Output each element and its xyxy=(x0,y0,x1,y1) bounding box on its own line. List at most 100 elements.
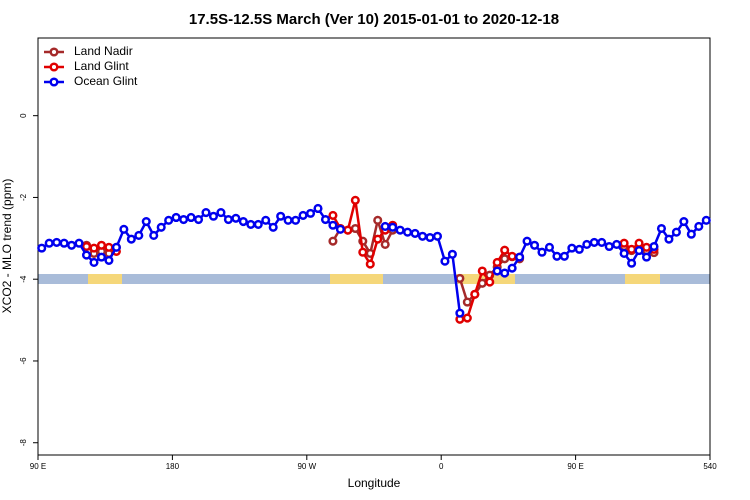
x-tick-label: 540 xyxy=(703,462,717,471)
point xyxy=(186,212,196,223)
point xyxy=(485,277,495,287)
y-tick-label: -6 xyxy=(19,357,28,365)
point xyxy=(522,236,532,246)
point xyxy=(470,289,480,299)
point xyxy=(634,246,644,256)
point xyxy=(492,266,502,276)
point xyxy=(358,247,368,257)
point xyxy=(328,236,338,246)
point xyxy=(313,203,323,214)
point xyxy=(373,215,383,225)
legend-label: Land Nadir xyxy=(74,44,133,58)
point xyxy=(328,210,338,220)
point xyxy=(417,231,428,241)
point xyxy=(44,238,54,248)
point xyxy=(96,252,107,262)
point xyxy=(67,240,77,250)
point xyxy=(283,215,293,225)
point xyxy=(37,243,47,253)
point xyxy=(96,240,107,250)
point xyxy=(89,257,99,267)
point xyxy=(74,238,84,248)
point xyxy=(104,242,114,252)
point xyxy=(89,243,99,253)
point xyxy=(507,263,517,273)
point xyxy=(201,208,211,218)
point xyxy=(253,219,263,229)
point xyxy=(373,234,383,244)
point xyxy=(477,266,487,276)
point xyxy=(537,247,547,257)
x-tick-label: 90 E xyxy=(30,462,46,471)
point xyxy=(231,213,241,223)
point xyxy=(81,250,92,260)
point xyxy=(425,232,435,243)
point xyxy=(350,223,360,234)
point xyxy=(432,231,443,241)
point xyxy=(619,238,629,248)
point xyxy=(462,313,472,323)
point xyxy=(500,254,510,264)
chart-title: 17.5S-12.5S March (Ver 10) 2015-01-01 to… xyxy=(189,11,559,28)
point xyxy=(462,297,472,307)
point xyxy=(627,258,637,268)
point xyxy=(171,212,181,223)
point xyxy=(440,256,450,266)
point xyxy=(276,211,286,221)
land-band xyxy=(625,274,660,284)
point xyxy=(507,251,517,261)
point xyxy=(350,195,360,205)
point xyxy=(134,230,144,241)
legend-marker xyxy=(49,47,59,57)
y-tick-label: -4 xyxy=(19,275,28,283)
point xyxy=(597,237,607,247)
x-tick-label: 0 xyxy=(439,462,444,471)
point xyxy=(81,241,92,252)
point xyxy=(619,248,629,258)
point xyxy=(567,243,577,253)
point xyxy=(156,222,166,232)
point xyxy=(149,230,159,241)
point xyxy=(395,225,405,235)
point xyxy=(604,241,614,252)
land-mask xyxy=(38,274,710,284)
legend-marker xyxy=(49,62,59,72)
point xyxy=(552,251,562,261)
point xyxy=(305,208,316,218)
point xyxy=(694,221,704,232)
point xyxy=(335,224,345,234)
point xyxy=(388,222,398,232)
y-tick-label: 0 xyxy=(19,113,28,118)
x-tick-label: 90 W xyxy=(297,462,316,471)
point xyxy=(208,211,219,221)
point xyxy=(380,221,390,232)
point xyxy=(455,273,465,283)
x-axis-label: Longitude xyxy=(348,476,401,490)
point xyxy=(216,208,226,218)
point xyxy=(634,238,644,248)
point xyxy=(59,238,69,248)
point xyxy=(126,234,136,244)
point xyxy=(403,227,413,237)
land-band xyxy=(330,274,383,284)
point xyxy=(447,249,457,259)
point xyxy=(582,239,592,250)
point xyxy=(515,252,525,262)
point xyxy=(141,217,151,227)
point xyxy=(261,215,271,225)
x-tick-label: 90 E xyxy=(567,462,583,471)
y-axis-label: XCO2 - MLO trend (ppm) xyxy=(0,179,14,314)
legend-label: Land Glint xyxy=(74,59,129,73)
legend-marker xyxy=(49,77,59,87)
point xyxy=(500,245,510,255)
point xyxy=(544,242,555,252)
point xyxy=(492,257,502,267)
point xyxy=(238,217,248,227)
point xyxy=(671,227,681,237)
point xyxy=(104,255,114,265)
point xyxy=(641,242,652,252)
point xyxy=(380,239,390,250)
y-tick-label: -2 xyxy=(19,193,28,201)
